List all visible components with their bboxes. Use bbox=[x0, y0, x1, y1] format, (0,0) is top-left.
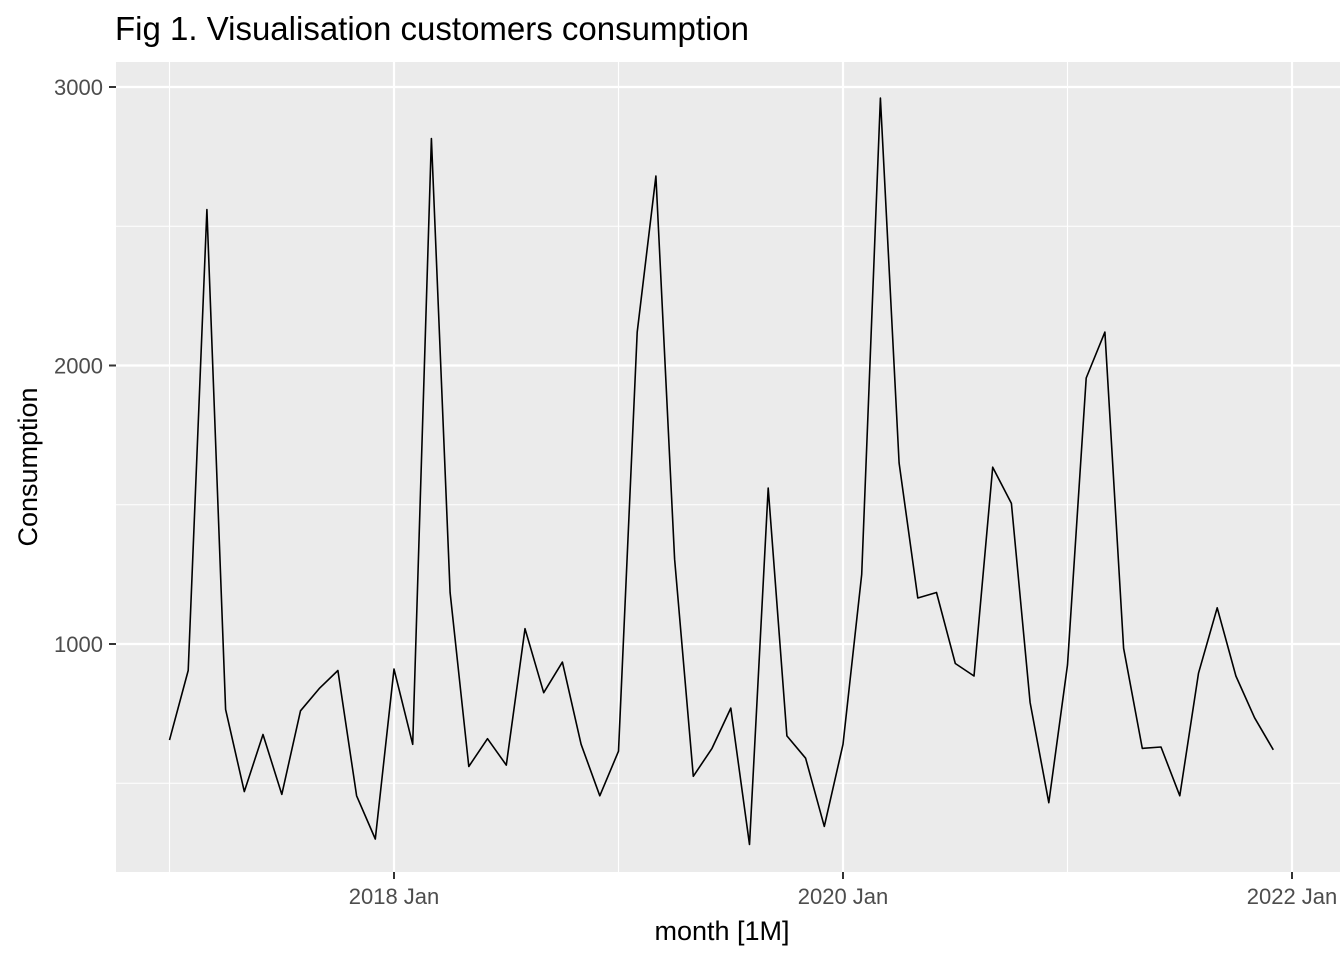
y-tick-label: 3000 bbox=[54, 75, 103, 100]
plot-panel bbox=[116, 62, 1340, 872]
y-tick-label: 1000 bbox=[54, 632, 103, 657]
y-tick-label: 2000 bbox=[54, 354, 103, 379]
y-axis-title: Consumption bbox=[13, 387, 43, 546]
major-gridlines bbox=[116, 62, 1340, 872]
x-axis-title: month [1M] bbox=[654, 916, 789, 946]
x-axis: 2018 Jan 2020 Jan 2022 Jan bbox=[349, 872, 1338, 909]
x-tick-label: 2018 Jan bbox=[349, 884, 440, 909]
minor-gridlines bbox=[116, 62, 1340, 872]
series-layer bbox=[168, 97, 1274, 846]
x-tick-label: 2022 Jan bbox=[1247, 884, 1338, 909]
x-tick-label: 2020 Jan bbox=[798, 884, 889, 909]
chart-title: Fig 1. Visualisation customers consumpti… bbox=[115, 10, 749, 47]
series-line bbox=[168, 97, 1274, 846]
y-axis: 1000 2000 3000 bbox=[54, 75, 116, 657]
